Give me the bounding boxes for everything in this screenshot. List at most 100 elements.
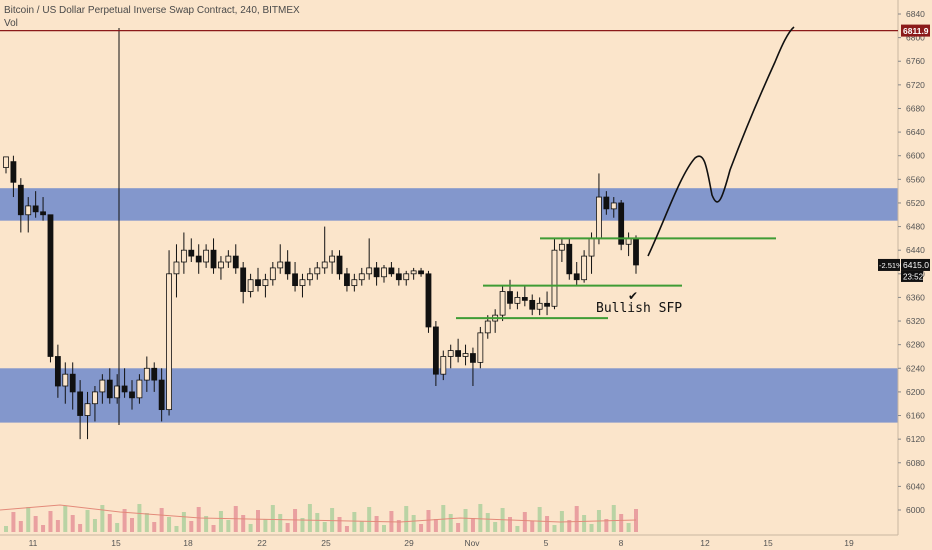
candle-body: [77, 391, 84, 416]
candle: [210, 238, 217, 274]
candle-body: [432, 326, 439, 375]
volume-bar: [4, 526, 8, 532]
y-tick-label: 6360: [906, 292, 925, 302]
volume-bar: [218, 511, 223, 532]
volume-bar: [107, 514, 112, 532]
candle-body: [129, 391, 135, 399]
volume-bar: [619, 514, 624, 532]
candle-body: [329, 255, 336, 263]
volume-bar: [196, 507, 201, 532]
x-tick-label: 15: [111, 538, 121, 548]
candle-body: [121, 385, 128, 393]
volume-bar: [26, 507, 31, 532]
volume-bar: [248, 524, 253, 532]
candle: [418, 267, 424, 277]
candle: [47, 214, 54, 363]
candle: [10, 155, 17, 198]
volume-bar: [344, 526, 349, 532]
y-tick-label: 6640: [906, 127, 925, 137]
checkmark-icon: ✔: [628, 289, 638, 303]
volume-bar: [582, 515, 587, 532]
candle: [180, 232, 187, 274]
volume-bar: [530, 521, 535, 532]
candle-body: [470, 353, 476, 363]
volume-bar: [470, 518, 475, 532]
candle-body: [351, 279, 358, 287]
candle: [203, 244, 210, 268]
candle: [373, 262, 380, 286]
change-badge-bg: [878, 258, 900, 271]
y-tick-label: 6160: [906, 411, 925, 421]
y-tick-label: 6840: [906, 9, 925, 19]
volume-bar: [448, 514, 453, 532]
candle: [521, 285, 528, 307]
candle: [425, 270, 432, 333]
candle-body: [180, 249, 187, 263]
candle: [596, 173, 602, 245]
price-badge-text: 6415.0: [903, 260, 929, 270]
candle-body: [566, 243, 573, 275]
volume-bar: [604, 519, 609, 532]
volume-bar: [285, 523, 290, 532]
candle-body: [188, 249, 195, 257]
candle: [492, 309, 499, 333]
volume-bar: [92, 519, 97, 532]
supply-zone: [0, 188, 898, 221]
candle-body: [381, 267, 387, 278]
candle: [218, 256, 224, 280]
volume-bar: [552, 525, 557, 532]
candle-body: [314, 267, 321, 275]
candle: [544, 291, 550, 316]
candle: [462, 344, 469, 366]
y-tick-label: 6800: [906, 33, 925, 43]
candle: [54, 344, 61, 398]
time-axis[interactable]: 11 15 18 22 25 29 Nov 5 8 12 15 19: [29, 538, 854, 548]
candle-body: [588, 237, 595, 257]
volume-bar: [78, 524, 83, 532]
candle-body: [292, 273, 298, 287]
candle: [106, 368, 113, 404]
candle-body: [410, 270, 417, 275]
volume-bar: [493, 522, 498, 532]
grid-layer: [0, 0, 899, 536]
chart-title: Bitcoin / US Dollar Perpetual Inverse Sw…: [4, 5, 300, 16]
y-tick-label: 6480: [906, 222, 925, 232]
candle-body: [610, 202, 617, 210]
candle-body: [106, 379, 113, 399]
candle: [277, 244, 284, 274]
candle: [247, 273, 254, 298]
candle: [344, 267, 350, 292]
volume-bar: [18, 521, 23, 532]
candle-body: [425, 273, 432, 328]
volume-bar: [33, 516, 38, 532]
candle-body: [514, 297, 521, 304]
candle-body: [210, 249, 217, 269]
y-tick-label: 6440: [906, 245, 925, 255]
candle-body: [618, 202, 625, 245]
candle: [336, 250, 343, 280]
candle: [195, 244, 202, 274]
y-tick-label: 6080: [906, 458, 925, 468]
candle-body: [99, 379, 106, 393]
volume-bar: [382, 525, 386, 532]
candle-body: [358, 273, 365, 281]
candle: [581, 250, 588, 283]
volume-bar: [159, 508, 164, 532]
candle-body: [603, 196, 610, 210]
candle: [84, 391, 91, 440]
y-tick-label: 6000: [906, 505, 925, 515]
candle-body: [10, 161, 17, 183]
candle: [129, 380, 135, 410]
price-axis[interactable]: 6000 6040 6080 6120 6160 6200 6240 6280 6320 6360…: [878, 9, 930, 515]
candle-body: [403, 273, 410, 281]
candle-body: [218, 261, 224, 269]
candle: [395, 267, 402, 286]
candle: [410, 267, 417, 280]
volume-bar: [278, 514, 283, 532]
volume-bar: [226, 520, 231, 532]
volume-bar: [174, 526, 179, 532]
y-tick-label: 6200: [906, 387, 925, 397]
volume-bar: [478, 504, 483, 532]
volume-bar: [441, 505, 446, 532]
